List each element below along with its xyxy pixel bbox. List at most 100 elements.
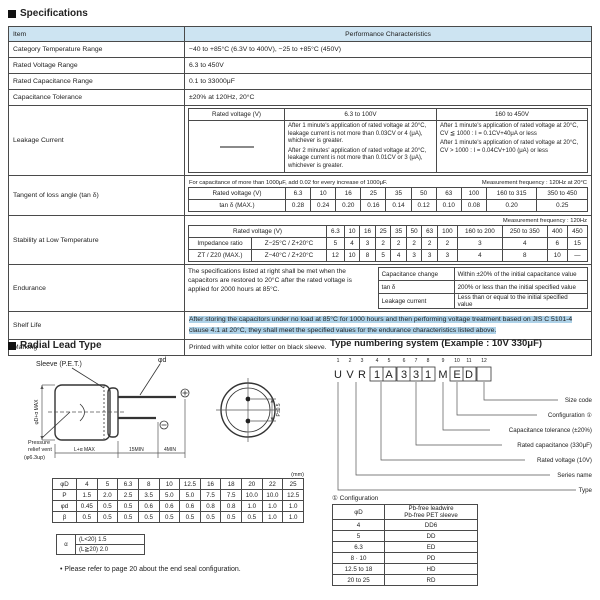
endurance-criteria-table: Capacitance change Within ±20% of the in…: [377, 267, 589, 309]
table-cell: 16: [335, 186, 362, 200]
table-cell: 0.24: [310, 198, 337, 212]
table-cell: 6: [546, 237, 568, 250]
lead-diameter-label: φd: [158, 357, 167, 364]
table-cell: 2: [421, 237, 438, 250]
dim-row-label: φD: [52, 478, 77, 490]
table-cell: 1.0: [241, 500, 263, 512]
row-label: Endurance: [8, 264, 185, 312]
vent-label-3: (φ6.3up): [24, 455, 45, 461]
spec-row-marking: Marking Printed with white color letter …: [8, 339, 592, 356]
row-label: Capacitance Tolerance: [8, 89, 185, 106]
svg-text:5: 5: [388, 358, 391, 364]
cfg-diameter: 12.5 to 18: [332, 563, 385, 576]
type-numbering-heading: Type numbering system (Example : 10V 330…: [330, 338, 543, 349]
table-cell: 0.20: [335, 198, 362, 212]
endurance-criterion-row: Capacitance change Within ±20% of the in…: [377, 267, 589, 281]
table-cell: 4: [343, 237, 361, 250]
cfg-row: 20 to 25 RD: [332, 574, 478, 587]
table-cell: 5: [374, 249, 392, 262]
table-cell: 160 to 200: [456, 225, 503, 238]
table-cell: 0.25: [536, 198, 588, 212]
table-cell: 100: [436, 225, 458, 238]
table-cell: —: [566, 249, 589, 262]
code-boxes: [369, 366, 492, 382]
table-cell: 0.5: [76, 511, 98, 523]
table-cell: 450: [566, 225, 589, 238]
table-cell: 0.28: [284, 198, 312, 212]
leakage-range-low: 6.3 to 100V: [284, 108, 437, 121]
label-rated-capacitance: Rated capacitance (330μF): [517, 442, 592, 449]
table-cell: 22: [261, 478, 284, 490]
table-cell: 10.0: [241, 489, 263, 501]
leakage-high-p1: After 1 minute's application of rated vo…: [440, 123, 579, 137]
table-cell: 25: [282, 478, 304, 490]
table-cell: 3: [421, 249, 438, 262]
table-cell: 2: [436, 237, 458, 250]
cfg-row: 4 DD6: [332, 519, 478, 532]
stability-z25-label: Z−25°C / Z+20°C: [251, 237, 327, 250]
label-configuration: Configuration ①: [548, 412, 592, 419]
table-cell: 3: [456, 237, 503, 250]
criterion-item: Capacitance change: [377, 267, 455, 281]
table-cell: 5.0: [179, 489, 201, 501]
row-value: 0.1 to 33000μF: [184, 73, 592, 90]
table-cell: 1.0: [261, 500, 284, 512]
stability-freq-note: Measurement frequency : 120Hz: [502, 218, 587, 224]
leakage-col-header: Rated voltage (V): [188, 108, 285, 121]
table-cell: 0.6: [137, 500, 160, 512]
row-label: Category Temperature Range: [8, 41, 185, 58]
stability-z40-row: ZT / Z20 (MAX.) Z−40°C / Z+20°C 12 10 8 5 4 3…: [188, 249, 589, 262]
table-cell: 4: [390, 249, 407, 262]
svg-text:1: 1: [337, 358, 340, 364]
table-cell: 250 to 350: [501, 225, 548, 238]
dim-row-beta: β 0.5 0.5 0.5 0.5 0.5 0.5 0.5 0.5 0.5 1.0 1.0: [52, 511, 304, 523]
stability-row-label-2: ZT / Z20 (MAX.): [188, 249, 252, 262]
table-cell: 4: [456, 249, 503, 262]
leakage-range-high: 160 to 450V: [436, 108, 588, 121]
table-cell: 16: [199, 478, 222, 490]
spec-row-rated-voltage: Rated Voltage Range 6.3 to 450V: [8, 57, 592, 74]
col-header-performance: Performance Characteristics: [184, 26, 592, 42]
cfg-col2-header: Pb-free leadwire Pb-free PET sleeve: [384, 503, 478, 521]
spec-row-leakage-current: Leakage Current Rated voltage (V) 6.3 to…: [8, 105, 592, 176]
table-cell: 0.5: [220, 511, 242, 523]
table-cell: 20: [241, 478, 263, 490]
radial-lead-heading-label: Radial Lead Type: [20, 340, 102, 351]
unit-label: (mm): [291, 472, 304, 478]
svg-text:1: 1: [374, 369, 380, 381]
cfg-row: 8 · 10 PD: [332, 552, 478, 565]
svg-text:E: E: [453, 369, 460, 381]
table-cell: 12: [326, 249, 345, 262]
table-cell: 0.5: [241, 511, 263, 523]
table-cell: 350 to 450: [536, 186, 588, 200]
table-cell: 63: [435, 186, 462, 200]
dim-row-lead-dia: φd 0.45 0.5 0.5 0.6 0.6 0.6 0.8 0.8 1.0 1.0 1.0: [52, 500, 304, 512]
sleeve-label: Sleeve (P.E.T.): [36, 361, 82, 368]
table-cell: 50: [410, 186, 437, 200]
svg-text:3: 3: [361, 358, 364, 364]
svg-text:3: 3: [413, 369, 419, 381]
alpha-row1: (L<20) 1.5: [75, 534, 145, 545]
table-cell: 63: [421, 225, 438, 238]
cfg-code: PD: [384, 552, 478, 565]
plus-mark-icon: [180, 388, 190, 398]
lead-min-dim-label: 15MIN: [129, 447, 144, 453]
table-cell: 8: [137, 478, 160, 490]
position-numbers: 1 2 3 4 5 6 7 8 9 10 11 12: [337, 358, 487, 364]
stability-notes: Measurement frequency : 120Hz: [186, 217, 590, 224]
leakage-high-text: After 1 minute's application of rated vo…: [436, 120, 588, 173]
table-cell: 3: [436, 249, 458, 262]
tan-voltage-label: Rated voltage (V): [188, 186, 286, 200]
spec-row-capacitance-tolerance: Capacitance Tolerance ±20% at 120Hz, 20°…: [8, 89, 592, 106]
table-cell: 1.0: [282, 511, 304, 523]
svg-text:A: A: [385, 369, 393, 381]
table-cell: 35: [390, 225, 407, 238]
row-label: Leakage Current: [8, 105, 185, 176]
cfg-code: RD: [384, 574, 478, 587]
label-rated-voltage: Rated voltage (10V): [537, 457, 592, 464]
tan-max-row: tan δ (MAX.) 0.28 0.24 0.20 0.16 0.14 0.12 0.1…: [188, 198, 588, 212]
table-cell: 18: [220, 478, 242, 490]
table-cell: 0.20: [485, 198, 538, 212]
criterion-value: Less than or equal to the initial specif…: [453, 293, 589, 309]
